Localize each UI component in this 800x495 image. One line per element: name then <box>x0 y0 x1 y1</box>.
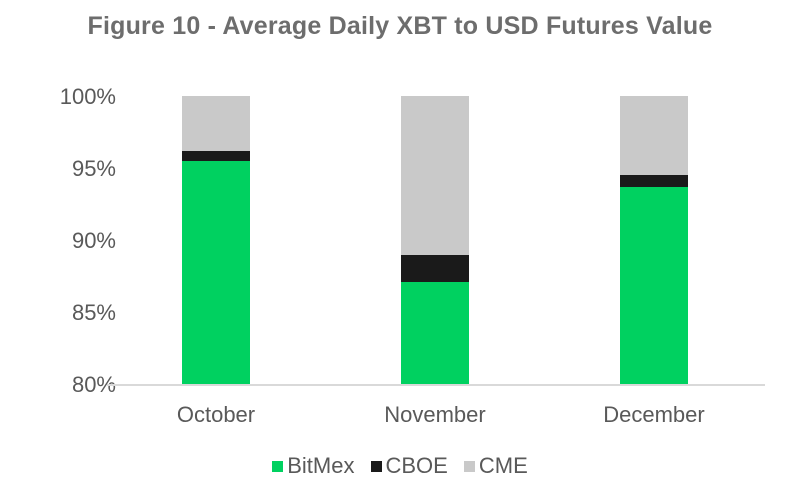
chart-title: Figure 10 - Average Daily XBT to USD Fut… <box>87 12 713 40</box>
segment-cboe <box>182 150 250 162</box>
bar-november[interactable] <box>401 96 469 385</box>
x-label-november: November <box>384 402 486 427</box>
segment-cme <box>401 96 469 255</box>
y-tick-85: 85% <box>71 300 116 325</box>
legend-item-cme[interactable]: CME <box>463 453 528 479</box>
segment-cme <box>182 96 250 151</box>
legend-item-bitmex[interactable]: BitMex <box>272 453 355 479</box>
legend-label-cme: CME <box>478 453 528 478</box>
segment-cboe <box>620 175 688 188</box>
x-label-october: October <box>176 402 256 427</box>
x-axis-line <box>107 384 765 386</box>
segment-cme <box>620 96 688 176</box>
x-label-december: December <box>603 402 705 427</box>
y-tick-100: 100% <box>59 84 116 109</box>
legend-label-cboe: CBOE <box>385 453 448 478</box>
bitmex-swatch-icon <box>272 460 284 472</box>
y-tick-90: 90% <box>71 228 116 253</box>
legend-label-bitmex: BitMex <box>287 453 355 478</box>
cme-swatch-icon <box>463 460 475 472</box>
bar-december[interactable] <box>620 96 688 385</box>
segment-cboe <box>401 254 469 283</box>
segment-bitmex <box>182 161 250 385</box>
segment-bitmex <box>401 282 469 385</box>
legend: BitMex CBOE CME <box>0 453 800 479</box>
y-tick-95: 95% <box>71 156 116 181</box>
legend-item-cboe[interactable]: CBOE <box>370 453 448 479</box>
cboe-swatch-icon <box>370 460 382 472</box>
bar-october[interactable] <box>182 96 250 385</box>
segment-bitmex <box>620 187 688 385</box>
